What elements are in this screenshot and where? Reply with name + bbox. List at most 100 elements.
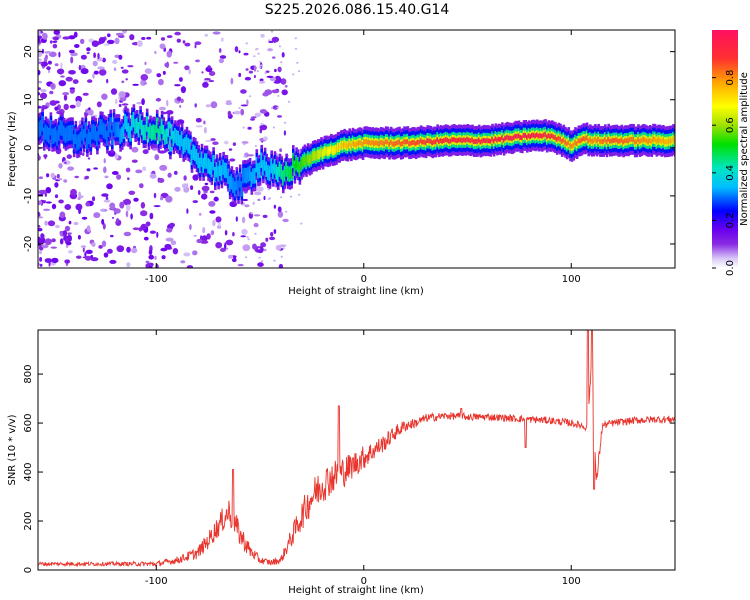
spectrogram-ridge-cell: [165, 133, 169, 139]
spectrogram-speckle: [54, 182, 59, 188]
spectrogram-xtick-label: -100: [145, 274, 168, 285]
spectrogram-speckle: [82, 247, 85, 253]
spectrogram-ridge-cell: [482, 137, 486, 143]
spectrogram-speckle: [284, 84, 288, 88]
spectrogram-ridge-cell: [419, 138, 423, 144]
spectrogram-ridge-cell: [174, 133, 177, 138]
spectrogram-ridge-cell: [635, 139, 639, 145]
spectrogram-ridge-cell: [91, 129, 94, 135]
spectrogram-ridge-cell: [142, 130, 146, 136]
spectrogram-ridge-cell: [321, 151, 325, 157]
spectrogram-ridge-cell: [155, 122, 159, 128]
spectrogram-speckle: [277, 94, 280, 97]
spectrogram-speckle: [201, 193, 208, 200]
spectrogram-speckle: [80, 245, 87, 248]
spectrogram-ridge-cell: [328, 148, 332, 154]
spectrogram-speckle: [276, 106, 279, 109]
snr-frame: [37, 329, 676, 571]
colorbar-tick-label: 0.2: [725, 212, 736, 228]
spectrogram-speckle: [212, 219, 216, 227]
spectrogram-ridge-cell: [579, 138, 582, 144]
spectrogram-ridge-cell: [466, 137, 469, 142]
spectrogram-ridge-cell: [87, 134, 91, 139]
spectrogram-speckle: [206, 233, 211, 240]
spectrogram-ridge-cell: [517, 133, 521, 139]
spectrogram-speckle: [129, 34, 135, 41]
spectrogram-speckle: [49, 40, 53, 44]
spectrogram-speckle: [166, 50, 172, 58]
spectrogram-speckle: [86, 47, 91, 52]
spectrogram-speckle: [142, 149, 149, 155]
spectrogram-speckle: [38, 236, 42, 243]
spectrogram-ridge-cell: [459, 137, 463, 143]
colorbar-bar: [712, 30, 738, 268]
snr-ytick-label: 400: [23, 462, 34, 481]
spectrogram-ridge-cell: [648, 138, 652, 143]
spectrogram-ridge-cell: [298, 166, 302, 172]
spectrogram-speckle: [283, 121, 287, 124]
spectrogram-speckle: [72, 79, 79, 84]
spectrogram-ridge-cell: [511, 136, 514, 141]
spectrogram-ridge-cell: [494, 136, 498, 142]
spectrogram-speckle: [257, 262, 264, 267]
spectrogram-speckle: [270, 30, 274, 33]
spectrogram-speckle: [38, 87, 41, 90]
spectrogram-speckle: [294, 37, 297, 40]
spectrogram-speckle: [278, 45, 282, 48]
spectrogram-ridge-cell: [403, 139, 406, 145]
spectrogram-speckle: [272, 126, 276, 129]
spectrogram-ridge-cell: [323, 148, 327, 154]
spectrogram-speckle: [205, 139, 213, 142]
spectrogram-speckle: [228, 148, 233, 151]
spectrogram-ridge-cell: [487, 138, 491, 144]
spectrogram-speckle: [254, 112, 262, 118]
spectrogram-ridge-cell: [476, 139, 479, 144]
spectrogram-ridge-cell: [383, 141, 386, 147]
spectrogram-ridge-cell: [182, 144, 185, 149]
spectrogram-speckle: [44, 154, 47, 160]
spectrogram-ridge-cell: [394, 141, 398, 146]
spectrogram-speckle: [224, 230, 228, 236]
spectrogram-speckle: [104, 175, 109, 179]
spectrogram-speckle: [246, 99, 249, 106]
spectrogram-ridge-cell: [521, 135, 524, 141]
spectrogram-ridge-cell: [97, 130, 101, 136]
spectrogram-ridge-cell: [52, 133, 56, 139]
spectrogram-speckle: [103, 199, 111, 203]
spectrogram-ridge-cell: [584, 136, 587, 142]
spectrogram-ridge-cell: [109, 122, 112, 128]
spectrogram-ridge-cell: [605, 139, 609, 145]
spectrogram-ridge-cell: [204, 158, 207, 164]
spectrogram-speckle: [250, 118, 255, 121]
spectrogram-ridge-cell: [228, 181, 232, 187]
spectrogram-ridge-cell: [401, 141, 405, 146]
spectrogram-speckle: [194, 103, 197, 108]
snr-series-line: [38, 330, 675, 568]
spectrogram-speckle: [246, 154, 255, 157]
spectrogram-ridge-cell: [177, 136, 180, 141]
spectrogram-ridge-cell: [615, 137, 619, 143]
spectrogram-ridge-cell: [159, 131, 162, 136]
spectrogram-speckle: [145, 260, 150, 264]
spectrogram-speckle: [159, 106, 166, 111]
spectrogram-speckle: [38, 105, 42, 109]
spectrogram-speckle: [39, 257, 43, 262]
spectrogram-speckle: [287, 100, 291, 103]
spectrogram-ridge-cell: [409, 141, 413, 146]
spectrogram-speckle: [67, 166, 74, 171]
spectrogram-speckle: [190, 185, 194, 191]
spectrogram-ridge-cell: [170, 129, 174, 135]
spectrogram-speckle: [229, 158, 236, 162]
spectrogram-speckle: [140, 223, 147, 231]
spectrogram-speckle: [241, 216, 246, 224]
spectrogram-ridge-cell: [358, 140, 361, 146]
spectrogram-ridge-cell: [549, 134, 552, 139]
spectrogram-ridge-cell: [82, 134, 86, 140]
spectrogram-ridge-cell: [272, 168, 275, 174]
spectrogram-ridge-cell: [665, 139, 669, 145]
spectrogram-speckle: [169, 222, 175, 228]
spectrogram-speckle: [279, 148, 282, 153]
spectrogram-ridge-cell: [625, 138, 629, 143]
spectrogram-ridge-cell: [365, 139, 368, 144]
